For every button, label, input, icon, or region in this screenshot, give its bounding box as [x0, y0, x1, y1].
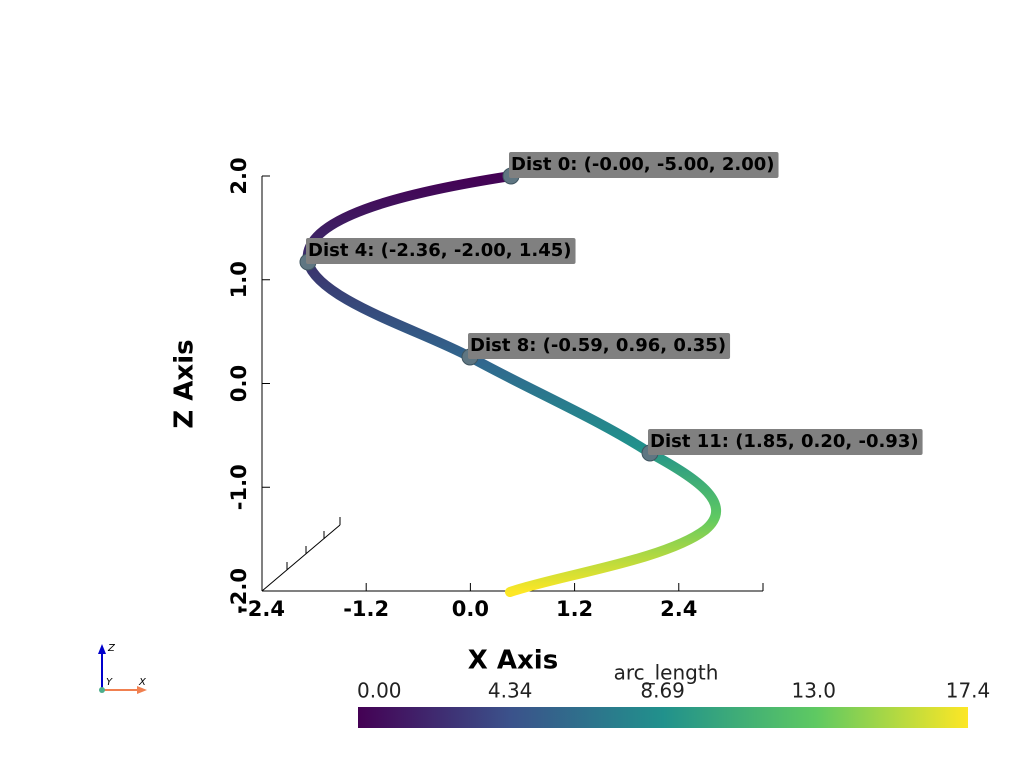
annotation-box	[648, 429, 923, 455]
tube-curve	[302, 171, 722, 597]
x-tick-label: -1.2	[343, 597, 389, 621]
colorbar	[358, 707, 968, 728]
orientation-label: Z	[107, 643, 116, 654]
z-tick-label: -2.0	[227, 568, 251, 614]
annotation-box	[306, 238, 576, 264]
orientation-label: Y	[106, 677, 113, 688]
annotation: Dist 4: (-2.36, -2.00, 1.45)	[306, 238, 576, 264]
x-tick-label: -2.4	[239, 597, 285, 621]
annotation: Dist 0: (-0.00, -5.00, 2.00)	[509, 152, 779, 178]
z-tick-label: 0.0	[227, 365, 251, 402]
colorbar-tick-label: 8.69	[640, 679, 685, 703]
x-tick-label: 0.0	[452, 597, 489, 621]
colorbar-tick-label: 0.00	[357, 679, 402, 703]
colorbar-tick-label: 13.0	[791, 679, 836, 703]
x-tick-label: 2.4	[660, 597, 697, 621]
z-axis-title: Z Axis	[170, 339, 200, 428]
colorbar-title: arc_length	[614, 661, 719, 685]
z-tick-label: 2.0	[227, 157, 251, 194]
colorbar-tick-label: 4.34	[488, 679, 533, 703]
colorbar-tick-label: 17.4	[946, 679, 991, 703]
annotation: Dist 8: (-0.59, 0.96, 0.35)	[468, 333, 731, 359]
annotation-label: Dist 8: (-0.59, 0.96, 0.35)	[470, 335, 726, 356]
annotation: Dist 11: (1.85, 0.20, -0.93)	[648, 429, 923, 455]
annotation-label: Dist 4: (-2.36, -2.00, 1.45)	[308, 240, 572, 261]
annotation-label: Dist 0: (-0.00, -5.00, 2.00)	[511, 154, 775, 175]
annotation-box	[468, 333, 731, 359]
annotation-box	[509, 152, 779, 178]
orientation-widget: Z Y X	[98, 643, 147, 694]
orientation-label: X	[138, 677, 147, 688]
x-axis-title: X Axis	[468, 646, 558, 676]
z-tick-label: 1.0	[227, 261, 251, 298]
x-tick-label: 1.2	[556, 597, 593, 621]
annotation-label: Dist 11: (1.85, 0.20, -0.93)	[650, 431, 919, 452]
z-tick-label: -1.0	[227, 464, 251, 510]
